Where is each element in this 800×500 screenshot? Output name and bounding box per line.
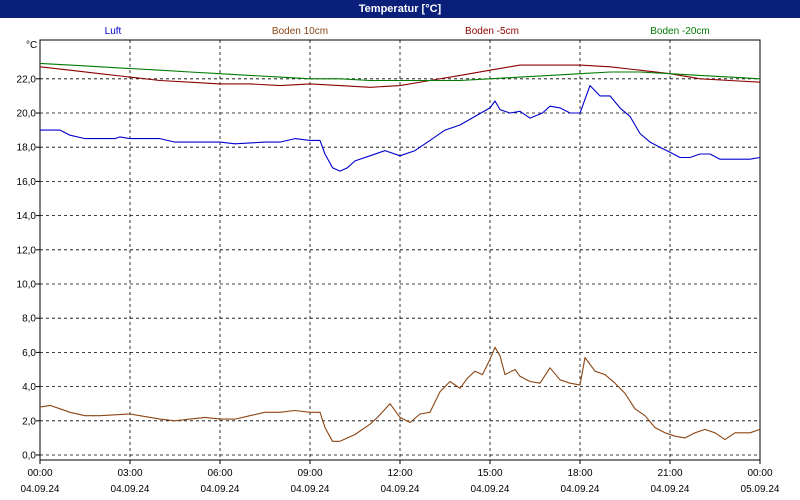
series-line-boden-20cm — [39, 62, 761, 82]
x-tick-time-label: 15:00 — [477, 468, 502, 479]
x-tick-date-label: 05.09.24 — [741, 484, 780, 495]
y-tick-label: 0,0 — [22, 451, 36, 462]
y-tick-label: 2,0 — [22, 416, 36, 427]
legend-entry: Boden -5cm — [465, 26, 519, 37]
x-tick-date-label: 04.09.24 — [651, 484, 690, 495]
series-line-boden-10cm — [39, 346, 761, 442]
legend-entry: Luft — [105, 26, 122, 37]
x-tick-time-label: 12:00 — [387, 468, 412, 479]
y-axis-unit-label: °C — [26, 40, 37, 51]
y-tick-label: 12,0 — [17, 245, 37, 256]
x-tick-time-label: 06:00 — [207, 468, 232, 479]
x-tick-time-label: 09:00 — [297, 468, 322, 479]
series-line-luft — [40, 85, 761, 172]
series-lines — [39, 62, 761, 442]
x-tick-date-label: 04.09.24 — [21, 484, 60, 495]
chart-title: Temperatur [°C] — [0, 0, 800, 18]
grid-lines — [40, 40, 760, 460]
x-tick-time-label: 21:00 — [657, 468, 682, 479]
x-tick-date-label: 04.09.24 — [561, 484, 600, 495]
legend: Luft Boden 10cm Boden -5cm Boden -20cm — [105, 26, 710, 37]
x-tick-time-label: 18:00 — [567, 468, 592, 479]
x-tick-time-label: 00:00 — [747, 468, 772, 479]
y-tick-label: 22,0 — [17, 74, 37, 85]
y-tick-label: 18,0 — [17, 143, 37, 154]
x-tick-date-label: 04.09.24 — [471, 484, 510, 495]
series-line-boden-5cm — [39, 64, 761, 88]
legend-entry: Boden -20cm — [650, 26, 709, 37]
y-tick-label: 8,0 — [22, 314, 36, 325]
x-tick-time-label: 00:00 — [27, 468, 52, 479]
x-tick-date-label: 04.09.24 — [381, 484, 420, 495]
y-tick-label: 10,0 — [17, 280, 37, 291]
x-tick-date-label: 04.09.24 — [111, 484, 150, 495]
y-tick-label: 16,0 — [17, 177, 37, 188]
x-tick-date-label: 04.09.24 — [201, 484, 240, 495]
legend-entry: Boden 10cm — [272, 26, 328, 37]
y-tick-label: 4,0 — [22, 382, 36, 393]
y-tick-label: 6,0 — [22, 348, 36, 359]
x-tick-time-label: 03:00 — [117, 468, 142, 479]
axis-labels: °C 0,0 2,0 4,0 6,0 8,0 10,0 12,0 14,0 16,0 18,0 20… — [17, 40, 780, 495]
x-tick-date-label: 04.09.24 — [291, 484, 330, 495]
y-tick-label: 20,0 — [17, 109, 37, 120]
y-tick-label: 14,0 — [17, 211, 37, 222]
